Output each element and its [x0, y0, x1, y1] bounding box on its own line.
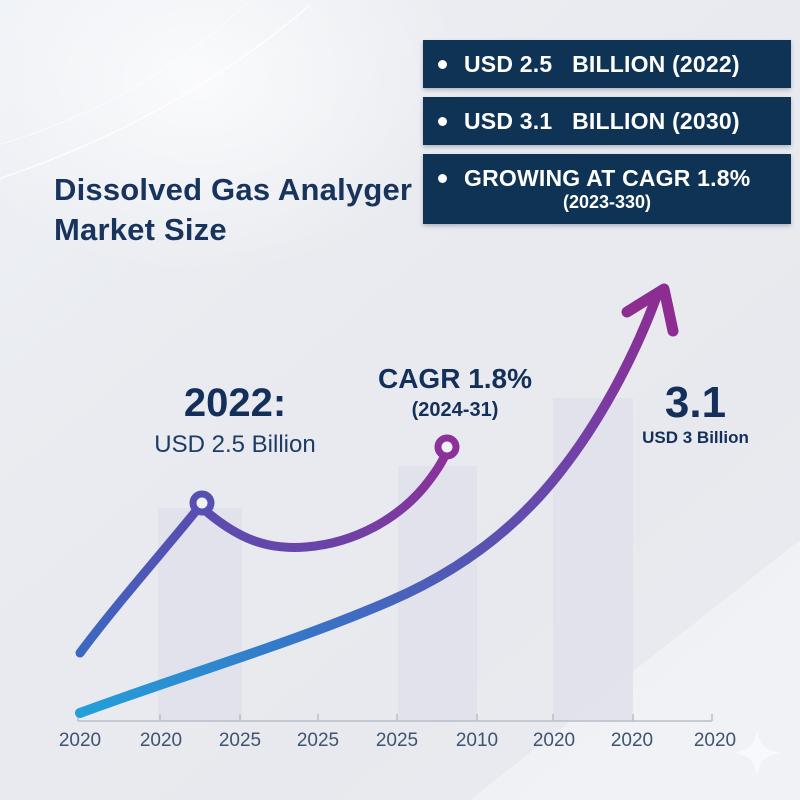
annotation-cagr: CAGR 1.8% (2024-31) [360, 363, 550, 422]
bullet-icon [438, 59, 447, 69]
sparkle-icon [733, 729, 781, 777]
badge-sub-label: (2023-330) [562, 192, 652, 212]
annotation-2030-value: USD 3 Billion [642, 428, 749, 448]
growth-curve [75, 293, 661, 718]
marker-curve [75, 446, 452, 658]
bullet-icon [438, 174, 447, 183]
swoosh-line-2 [0, 0, 251, 145]
x-axis-label: 2010 [455, 730, 499, 751]
ring-marker-cagr [434, 434, 460, 460]
badge-row: GROWING AT CAGR 1.8% [423, 167, 791, 190]
badge-2030-value: USD 3.1 BILLION (2030) [423, 97, 791, 145]
annotation-2030: 3.1 USD 3 Billion [608, 378, 783, 448]
badge-2022-value: USD 2.5 BILLION (2022) [423, 40, 791, 88]
x-axis-label: 2020 [532, 730, 576, 751]
badge-label: USD 2.5 BILLION (2022) [464, 50, 740, 77]
annotation-cagr-period: (2024-31) [411, 398, 499, 421]
badge-label: USD 3.1 BILLION (2030) [464, 107, 740, 134]
annotation-2022-value: USD 2.5 Billion [154, 431, 316, 458]
x-axis [77, 714, 713, 722]
badge-label: GROWING AT CAGR 1.8% [464, 165, 751, 191]
badge-cagr: GROWING AT CAGR 1.8% (2023-330) [423, 154, 791, 224]
x-axis-label: 2025 [296, 730, 340, 751]
x-axis-label: 2020 [58, 730, 102, 751]
bullet-icon [438, 116, 447, 126]
annotation-cagr-heading: CAGR 1.8% [377, 363, 533, 394]
x-axis-label: 2025 [375, 730, 419, 751]
annotation-2030-heading: 3.1 [664, 378, 727, 427]
swoosh-line-1 [0, 4, 311, 180]
page-title-line2: Market Size [54, 211, 227, 247]
x-axis-label: 2020 [139, 730, 183, 751]
x-axis-label: 2020 [693, 730, 737, 751]
growth-arrow-icon [621, 283, 679, 337]
page-title: Dissolved Gas Analyger Market Size [54, 170, 412, 249]
bar-3 [553, 398, 633, 721]
ring-marker-2022 [189, 490, 215, 516]
annotation-2022: 2022: USD 2.5 Billion [140, 381, 330, 459]
corner-band [470, 540, 800, 800]
annotation-2022-heading: 2022: [183, 381, 287, 425]
x-axis-label: 2025 [218, 730, 262, 751]
page-title-line1: Dissolved Gas Analyger [54, 172, 413, 207]
x-axis-label: 2020 [610, 730, 654, 751]
summary-badges: USD 2.5 BILLION (2022) USD 3.1 BILLION (… [423, 40, 791, 224]
